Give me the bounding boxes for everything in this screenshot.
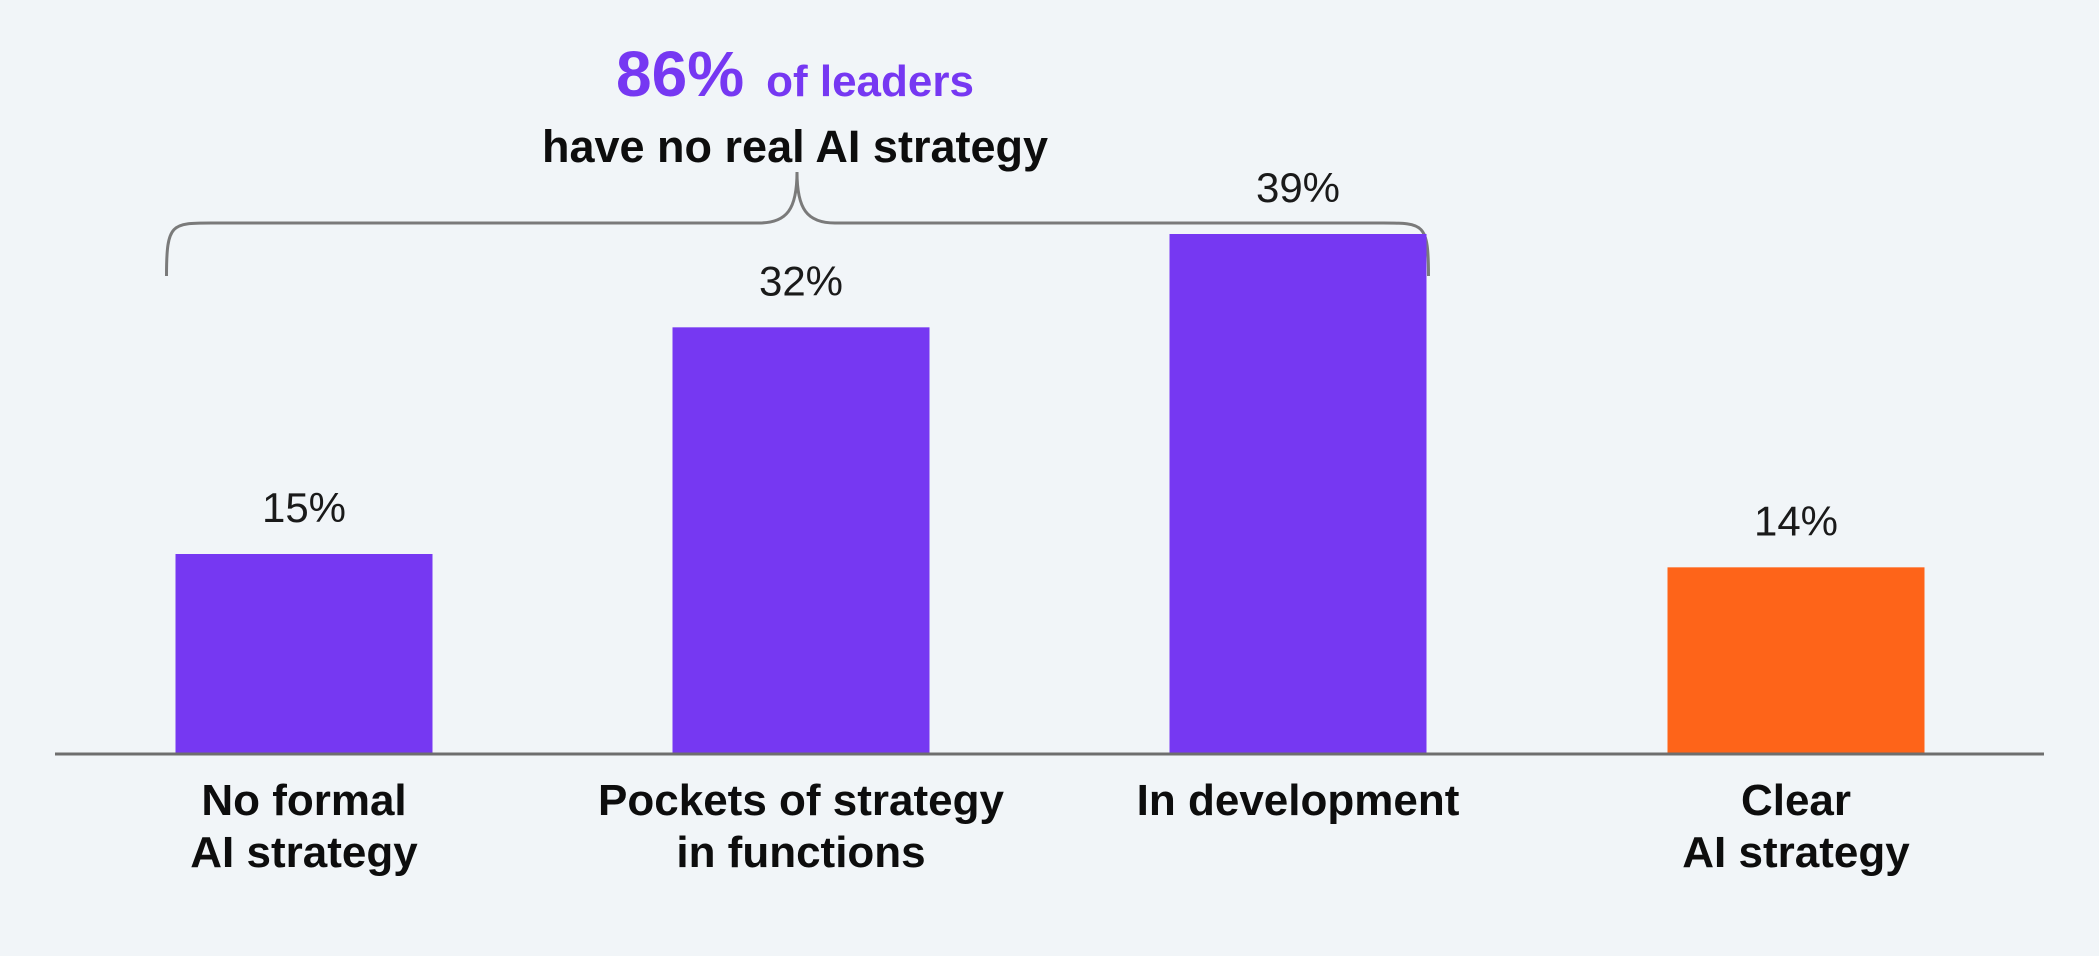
category-label-2-line-2: in functions <box>676 828 925 877</box>
value-label-2: 32% <box>759 257 843 304</box>
value-label-4: 14% <box>1754 497 1838 544</box>
value-label-3: 39% <box>1256 164 1340 211</box>
category-label-1-line-2: AI strategy <box>190 828 418 877</box>
headline: 86% of leaders <box>616 38 974 110</box>
category-label-4-line-1: Clear <box>1741 776 1851 825</box>
headline-subtitle: have no real AI strategy <box>542 121 1048 172</box>
bars-group <box>175 234 1925 754</box>
value-label-1: 15% <box>262 484 346 531</box>
headline-of-leaders: of leaders <box>766 57 974 106</box>
category-label-4-line-2: AI strategy <box>1682 828 1910 877</box>
headline-percent: 86% <box>616 38 744 110</box>
category-label-3-line-1: In development <box>1137 776 1460 825</box>
value-labels-group: 15% 32% 39% 14% <box>262 164 1838 544</box>
curly-bracket <box>165 171 1430 277</box>
category-label-2-line-1: Pockets of strategy <box>598 776 1004 825</box>
category-label-1-line-1: No formal <box>201 776 406 825</box>
bar-2 <box>672 327 930 754</box>
bar-4 <box>1667 567 1925 754</box>
bar-3 <box>1169 234 1427 754</box>
bar-1 <box>175 554 433 754</box>
